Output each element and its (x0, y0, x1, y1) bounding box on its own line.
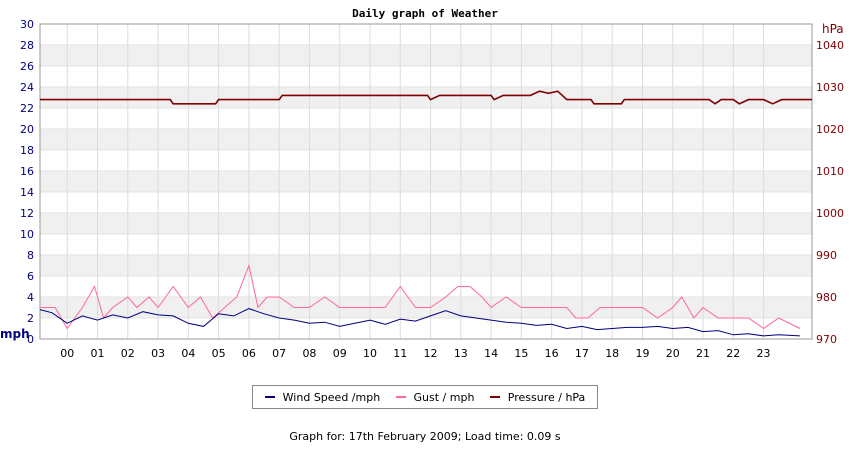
x-tick-label: 22 (726, 347, 740, 360)
x-tick-label: 08 (302, 347, 316, 360)
pressure-hpa-line (40, 90, 812, 105)
series-lines (39, 90, 812, 337)
gust-mph-line (40, 263, 801, 330)
plot-band (40, 171, 812, 192)
right-tick-label: 990 (816, 249, 837, 262)
left-tick-label: 20 (20, 123, 34, 136)
x-tick-label: 16 (545, 347, 559, 360)
wind-speed-mph-line (39, 308, 800, 337)
plot-band (40, 213, 812, 234)
plot-band (40, 255, 812, 276)
x-tick-label: 10 (363, 347, 377, 360)
legend: Wind Speed /mph Gust / mph Pressure / hP… (252, 385, 598, 409)
right-axis-unit: hPa (822, 22, 844, 36)
x-tick-label: 21 (696, 347, 710, 360)
x-tick-label: 09 (333, 347, 347, 360)
x-axis: 00 01 02 03 04 05 06 07 08 09 10 11 12 13 14 15 16 17 18 19… (60, 347, 770, 360)
x-tick-label: 00 (60, 347, 74, 360)
left-tick-label: 2 (27, 312, 34, 325)
x-tick-label: 06 (242, 347, 256, 360)
plot-band (40, 45, 812, 66)
plot-band (40, 129, 812, 150)
left-tick-label: 22 (20, 102, 34, 115)
right-tick-label: 980 (816, 291, 837, 304)
left-axis-unit: mph (0, 327, 30, 341)
right-tick-label: 1020 (816, 123, 844, 136)
left-tick-label: 10 (20, 228, 34, 241)
right-axis: 970 980 990 1000 1010 1020 1030 1040 (816, 39, 844, 346)
x-tick-label: 07 (272, 347, 286, 360)
legend-label-pressure: Pressure / hPa (507, 390, 586, 404)
left-tick-label: 16 (20, 165, 34, 178)
x-tick-label: 23 (757, 347, 771, 360)
left-tick-label: 30 (20, 18, 34, 31)
left-tick-label: 12 (20, 207, 34, 220)
x-tick-label: 01 (91, 347, 105, 360)
x-tick-label: 20 (666, 347, 680, 360)
left-tick-label: 24 (20, 81, 34, 94)
x-tick-label: 19 (635, 347, 649, 360)
x-tick-label: 17 (575, 347, 589, 360)
legend-label-gust: Gust / mph (413, 390, 475, 404)
left-tick-label: 0 (27, 333, 34, 346)
right-tick-label: 1000 (816, 207, 844, 220)
left-tick-label: 28 (20, 39, 34, 52)
legend-label-wind-speed: Wind Speed /mph (282, 390, 381, 404)
pressure-swatch-icon (489, 396, 500, 398)
x-tick-label: 14 (484, 347, 498, 360)
left-tick-label: 18 (20, 144, 34, 157)
gust-swatch-icon (395, 396, 406, 398)
x-tick-label: 03 (151, 347, 165, 360)
x-tick-label: 05 (212, 347, 226, 360)
left-tick-label: 8 (27, 249, 34, 262)
left-tick-label: 4 (27, 291, 34, 304)
right-tick-label: 970 (816, 333, 837, 346)
plot-area-frame (39, 23, 813, 340)
chart-title: Daily graph of Weather (352, 7, 498, 20)
x-tick-label: 15 (514, 347, 528, 360)
right-tick-label: 1010 (816, 165, 844, 178)
right-tick-label: 1040 (816, 39, 844, 52)
legend-item-wind-speed: Wind Speed /mph (264, 390, 381, 404)
plot-band (40, 87, 812, 108)
x-tick-label: 12 (424, 347, 438, 360)
legend-item-gust: Gust / mph (395, 390, 475, 404)
x-tick-label: 13 (454, 347, 468, 360)
left-tick-label: 6 (27, 270, 34, 283)
legend-item-pressure: Pressure / hPa (489, 390, 586, 404)
wind-speed-swatch-icon (264, 396, 275, 398)
x-tick-label: 11 (393, 347, 407, 360)
left-tick-label: 26 (20, 60, 34, 73)
plot-bands (40, 45, 812, 318)
graph-footer: Graph for: 17th February 2009; Load time… (289, 430, 561, 443)
x-tick-label: 02 (121, 347, 135, 360)
x-tick-label: 18 (605, 347, 619, 360)
left-tick-label: 14 (20, 186, 34, 199)
right-tick-label: 1030 (816, 81, 844, 94)
x-tick-label: 04 (181, 347, 195, 360)
